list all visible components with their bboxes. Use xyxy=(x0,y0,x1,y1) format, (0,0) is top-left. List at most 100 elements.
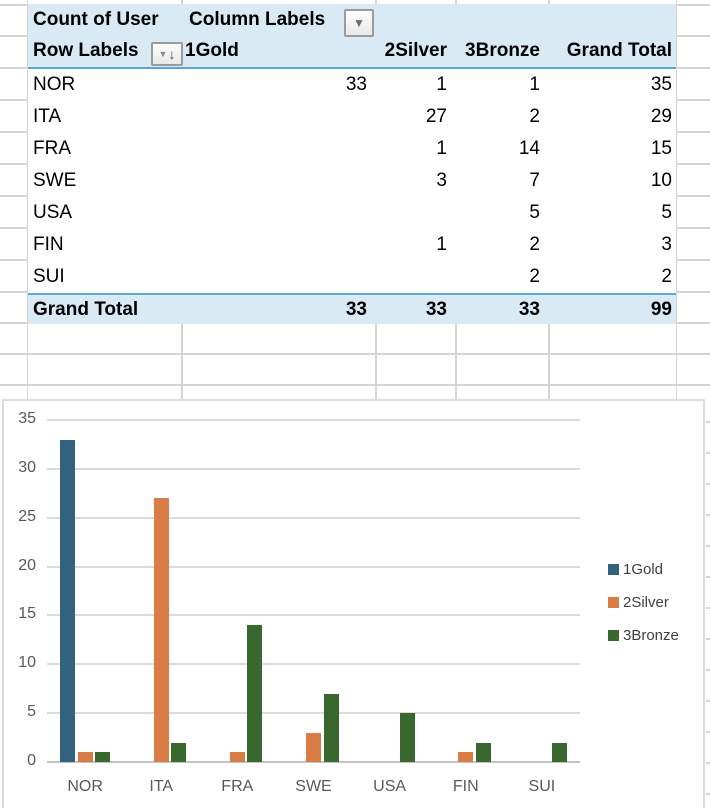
sort-descending-icon: ↓ xyxy=(168,46,176,62)
pivot-value-cell[interactable]: 5 xyxy=(529,202,540,223)
row-labels-filter-button[interactable]: ▼ ↓ xyxy=(151,42,183,66)
gridline xyxy=(676,35,710,37)
row-label-cell[interactable]: FIN xyxy=(33,234,64,255)
gridline xyxy=(455,0,457,4)
pivot-value-cell[interactable]: 1 xyxy=(436,74,447,95)
pivot-value-cell[interactable]: 33 xyxy=(345,74,367,95)
pivot-value-cell[interactable] xyxy=(181,101,375,133)
pivot-value-cell[interactable]: 2 xyxy=(529,106,540,127)
gridline xyxy=(375,322,377,399)
row-field-cell[interactable]: Row Labels xyxy=(28,35,181,69)
legend-label: 1Gold xyxy=(623,560,664,578)
gridline xyxy=(0,131,27,133)
gridline xyxy=(706,793,710,795)
gridline xyxy=(181,0,183,4)
gridline xyxy=(706,762,710,764)
gridline xyxy=(706,483,710,485)
pivot-value-cell[interactable] xyxy=(375,261,455,294)
grand-total-cell[interactable]: 99 xyxy=(548,293,676,324)
gridline xyxy=(181,322,183,399)
gridline xyxy=(0,227,27,229)
pivot-value-cell[interactable]: 15 xyxy=(650,138,672,159)
gridline xyxy=(706,669,710,671)
column-header-bronze[interactable]: 3Bronze xyxy=(455,35,548,69)
gridline xyxy=(676,227,710,229)
legend-label: 3Bronze xyxy=(623,626,679,644)
gridline xyxy=(0,384,710,386)
row-label-cell[interactable]: SUI xyxy=(33,266,65,287)
pivot-value-cell[interactable]: 1 xyxy=(436,234,447,255)
pivot-row: USA 5 5 xyxy=(28,197,676,229)
pivot-value-cell[interactable]: 5 xyxy=(661,202,672,223)
pivot-value-cell[interactable] xyxy=(181,133,375,165)
pivot-value-cell[interactable]: 2 xyxy=(529,266,540,287)
gridline xyxy=(26,0,28,399)
pivot-value-cell[interactable]: 35 xyxy=(650,74,672,95)
column-header-grand-total[interactable]: Grand Total xyxy=(548,35,676,69)
legend-label: 2Silver xyxy=(623,593,669,611)
gridline xyxy=(455,322,457,399)
gridline xyxy=(706,545,710,547)
pivot-row: ITA 27 2 29 xyxy=(28,101,676,133)
pivot-value-cell[interactable]: 3 xyxy=(436,170,447,191)
pivot-value-cell[interactable] xyxy=(181,261,375,294)
grand-total-cell[interactable]: 33 xyxy=(181,293,375,324)
row-label-cell[interactable]: NOR xyxy=(33,74,76,95)
pivot-value-cell[interactable]: 1 xyxy=(436,138,447,159)
pivot-value-cell[interactable]: 14 xyxy=(518,138,540,159)
gridline xyxy=(676,131,710,133)
column-field-cell[interactable]: Column Labels xyxy=(181,4,676,35)
pivot-value-cell[interactable]: 29 xyxy=(650,106,672,127)
dropdown-arrow-icon: ▼ xyxy=(353,16,365,30)
gridline xyxy=(0,259,27,261)
legend-item-1gold[interactable]: 1Gold xyxy=(608,560,663,578)
row-label-cell[interactable]: ITA xyxy=(33,106,62,127)
gridline xyxy=(706,638,710,640)
pivot-row: FIN 1 2 3 xyxy=(28,229,676,261)
grand-total-cell[interactable]: 33 xyxy=(375,293,455,324)
pivot-value-cell[interactable]: 27 xyxy=(425,106,447,127)
row-label-cell[interactable]: SWE xyxy=(33,170,77,191)
pivot-value-cell[interactable]: 2 xyxy=(529,234,540,255)
gridline xyxy=(0,291,27,293)
gridline xyxy=(675,0,677,399)
pivot-data-rows: NOR 33 1 1 35 ITA 27 2 29 FRA 1 14 15 SWE 3 7 10 USA 5 5 FIN… xyxy=(28,68,676,294)
pivot-value-cell[interactable]: 2 xyxy=(661,266,672,287)
gridline xyxy=(0,195,27,197)
gridline xyxy=(0,99,27,101)
gridline xyxy=(0,67,27,69)
column-labels-dropdown-button[interactable]: ▼ xyxy=(344,9,374,37)
row-label-cell[interactable]: FRA xyxy=(33,138,71,159)
gridline xyxy=(0,4,27,6)
gridline xyxy=(0,35,27,37)
chart-area[interactable] xyxy=(2,399,705,808)
pivot-row: FRA 1 14 15 xyxy=(28,133,676,165)
value-field-cell[interactable]: Count of User xyxy=(28,4,181,35)
pivot-value-cell[interactable]: 3 xyxy=(661,234,672,255)
grand-total-label-cell[interactable]: Grand Total xyxy=(28,293,181,324)
legend-item-3bronze[interactable]: 3Bronze xyxy=(608,626,679,644)
grand-total-cell[interactable]: 33 xyxy=(455,293,548,324)
legend-item-2silver[interactable]: 2Silver xyxy=(608,593,669,611)
pivot-value-cell[interactable]: 7 xyxy=(529,170,540,191)
pivot-value-cell[interactable] xyxy=(181,165,375,197)
column-header-silver[interactable]: 2Silver xyxy=(375,35,455,69)
pivot-value-cell[interactable] xyxy=(375,197,455,229)
gridline xyxy=(706,576,710,578)
column-header-gold[interactable]: 1Gold xyxy=(181,35,375,69)
gridline xyxy=(706,731,710,733)
row-label-cell[interactable]: USA xyxy=(33,202,73,223)
gridline xyxy=(706,700,710,702)
gridline xyxy=(706,607,710,609)
pivot-row: NOR 33 1 1 35 xyxy=(28,68,676,101)
pivot-value-cell[interactable]: 10 xyxy=(650,170,672,191)
gridline xyxy=(676,291,710,293)
pivot-value-cell[interactable] xyxy=(181,229,375,261)
gridline xyxy=(548,0,550,4)
pivot-value-cell[interactable] xyxy=(181,197,375,229)
grand-total-row: Grand Total 33 33 33 99 xyxy=(28,293,676,324)
pivot-value-cell[interactable]: 1 xyxy=(529,74,540,95)
gridline xyxy=(375,0,377,4)
dropdown-arrow-icon: ▼ xyxy=(158,48,168,59)
